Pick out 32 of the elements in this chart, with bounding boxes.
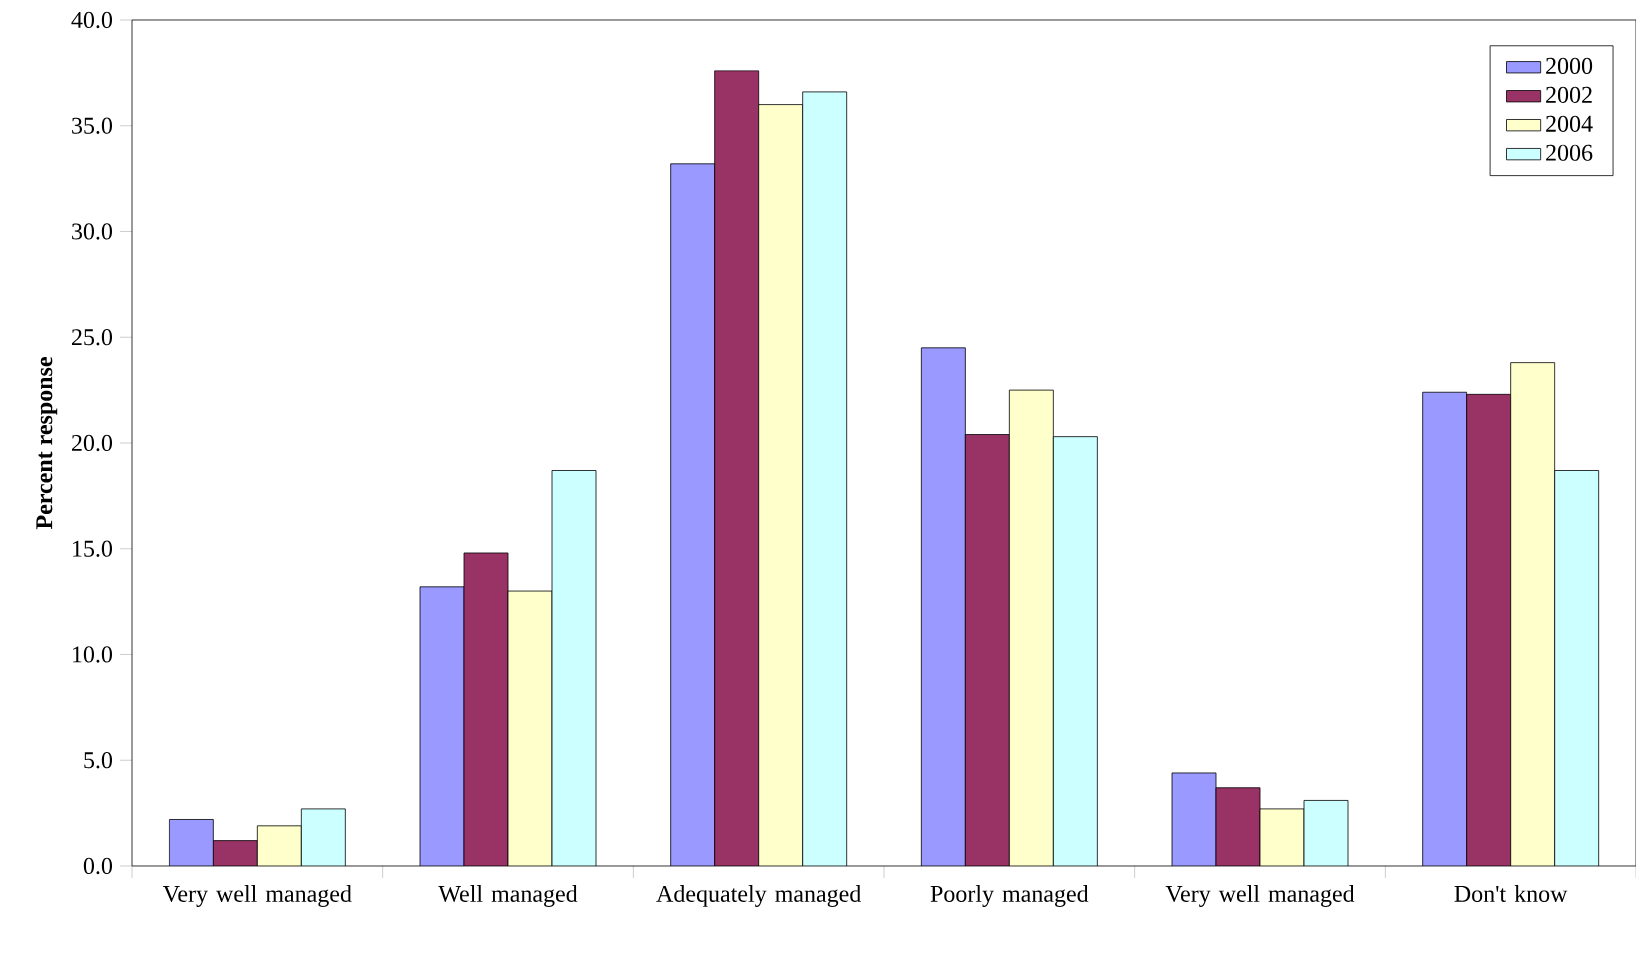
legend-label: 2000: [1546, 57, 1593, 74]
x-tick-label: Very well managed: [1165, 885, 1355, 907]
bar: [1259, 808, 1305, 866]
legend-label: 2004: [1546, 115, 1593, 132]
x-tick-label: Poorly managed: [930, 885, 1089, 907]
bar: [300, 808, 346, 866]
bar: [1510, 362, 1556, 866]
y-tick-label: 5.0: [84, 752, 113, 769]
y-tick-label: 20.0: [72, 434, 113, 452]
y-tick-label: 35.0: [72, 117, 113, 134]
x-tick-label: Don't know: [1454, 885, 1568, 902]
y-tick-label: 25.0: [72, 329, 113, 346]
bar: [758, 104, 804, 866]
y-tick-label: 15.0: [73, 540, 113, 557]
bar: [256, 825, 302, 866]
bar: [1008, 389, 1054, 866]
x-tick-label: Well managed: [438, 885, 578, 907]
bar: [1554, 470, 1600, 866]
legend-label: 2006: [1546, 144, 1593, 161]
bar: [802, 91, 848, 866]
bar: [507, 590, 553, 866]
y-tick-label: 10.0: [73, 646, 113, 663]
bar: [1052, 436, 1098, 866]
y-tick-label: 30.0: [72, 223, 113, 240]
y-axis-title: Percent response: [36, 357, 58, 530]
y-tick-label: 40.0: [71, 11, 113, 29]
y-tick-label: 0.0: [83, 857, 113, 875]
bar: [1303, 800, 1349, 866]
x-tick-label: Adequately managed: [656, 885, 862, 907]
legend-label: 2002: [1546, 86, 1592, 103]
x-tick-label: Very well managed: [162, 885, 352, 907]
bar: [551, 470, 597, 866]
